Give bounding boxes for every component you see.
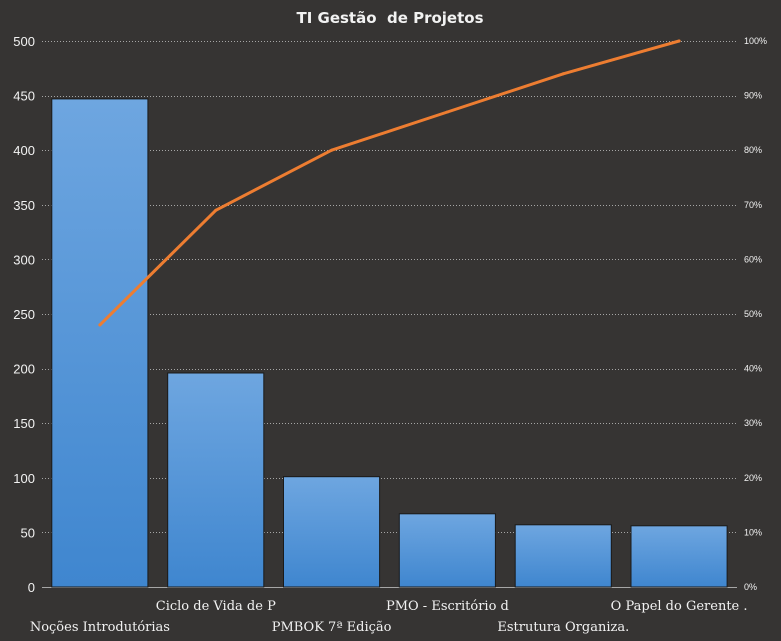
y-tick-label: 100 <box>13 471 35 486</box>
y-tick-label: 500 <box>13 34 35 49</box>
line-point <box>561 72 565 76</box>
x-tick-label: Estrutura Organiza. <box>497 620 629 635</box>
y2-tick-label: 50% <box>744 309 762 319</box>
y2-tick-label: 20% <box>744 473 762 483</box>
y2-tick-label: 10% <box>744 527 762 537</box>
gridlines <box>42 41 737 588</box>
line-point <box>214 208 218 212</box>
y2-tick-label: 0% <box>744 582 757 592</box>
y2-tick-label: 100% <box>744 36 767 46</box>
x-tick-label: Ciclo de Vida de P <box>156 599 276 614</box>
y-axis-right: 0% 10% 20% 30% 40% 50% 60% 70% 80% 90% 100% <box>744 36 767 592</box>
y-tick-label: 0 <box>28 580 35 595</box>
bar <box>630 525 728 588</box>
y-tick-label: 350 <box>13 198 35 213</box>
y-axis-left: 0 50 100 150 200 250 300 350 400 450 500 <box>13 34 35 595</box>
cumulative-line <box>98 39 681 327</box>
bar <box>398 513 496 588</box>
bar <box>514 524 612 588</box>
line-point <box>677 39 681 43</box>
line-point <box>98 323 102 327</box>
bar <box>167 372 265 588</box>
y-tick-label: 400 <box>13 143 35 158</box>
bars <box>51 98 728 588</box>
y-tick-label: 150 <box>13 416 35 431</box>
cumulative-line-layer <box>98 39 681 327</box>
x-tick-label: PMBOK 7ª Edição <box>272 620 392 635</box>
y2-tick-label: 60% <box>744 254 762 264</box>
y2-tick-label: 40% <box>744 364 762 374</box>
chart-title: TI Gestão de Projetos <box>296 9 483 27</box>
x-tick-label: Noções Introdutórias <box>30 620 170 635</box>
y-tick-label: 200 <box>13 362 35 377</box>
x-tick-label: O Papel do Gerente . <box>611 599 748 614</box>
y-tick-label: 250 <box>13 307 35 322</box>
y2-tick-label: 30% <box>744 418 762 428</box>
bar <box>51 98 149 588</box>
line-point <box>330 148 334 152</box>
bar <box>283 476 381 588</box>
y-tick-label: 450 <box>13 89 35 104</box>
y2-tick-label: 80% <box>744 145 762 155</box>
y2-tick-label: 90% <box>744 91 762 101</box>
x-axis: Noções Introdutórias Ciclo de Vida de P PM… <box>30 599 748 635</box>
y2-tick-label: 70% <box>744 200 762 210</box>
x-tick-label: PMO - Escritório d <box>386 599 509 614</box>
y-tick-label: 50 <box>21 525 35 540</box>
y-tick-label: 300 <box>13 252 35 267</box>
line-point <box>445 110 449 114</box>
